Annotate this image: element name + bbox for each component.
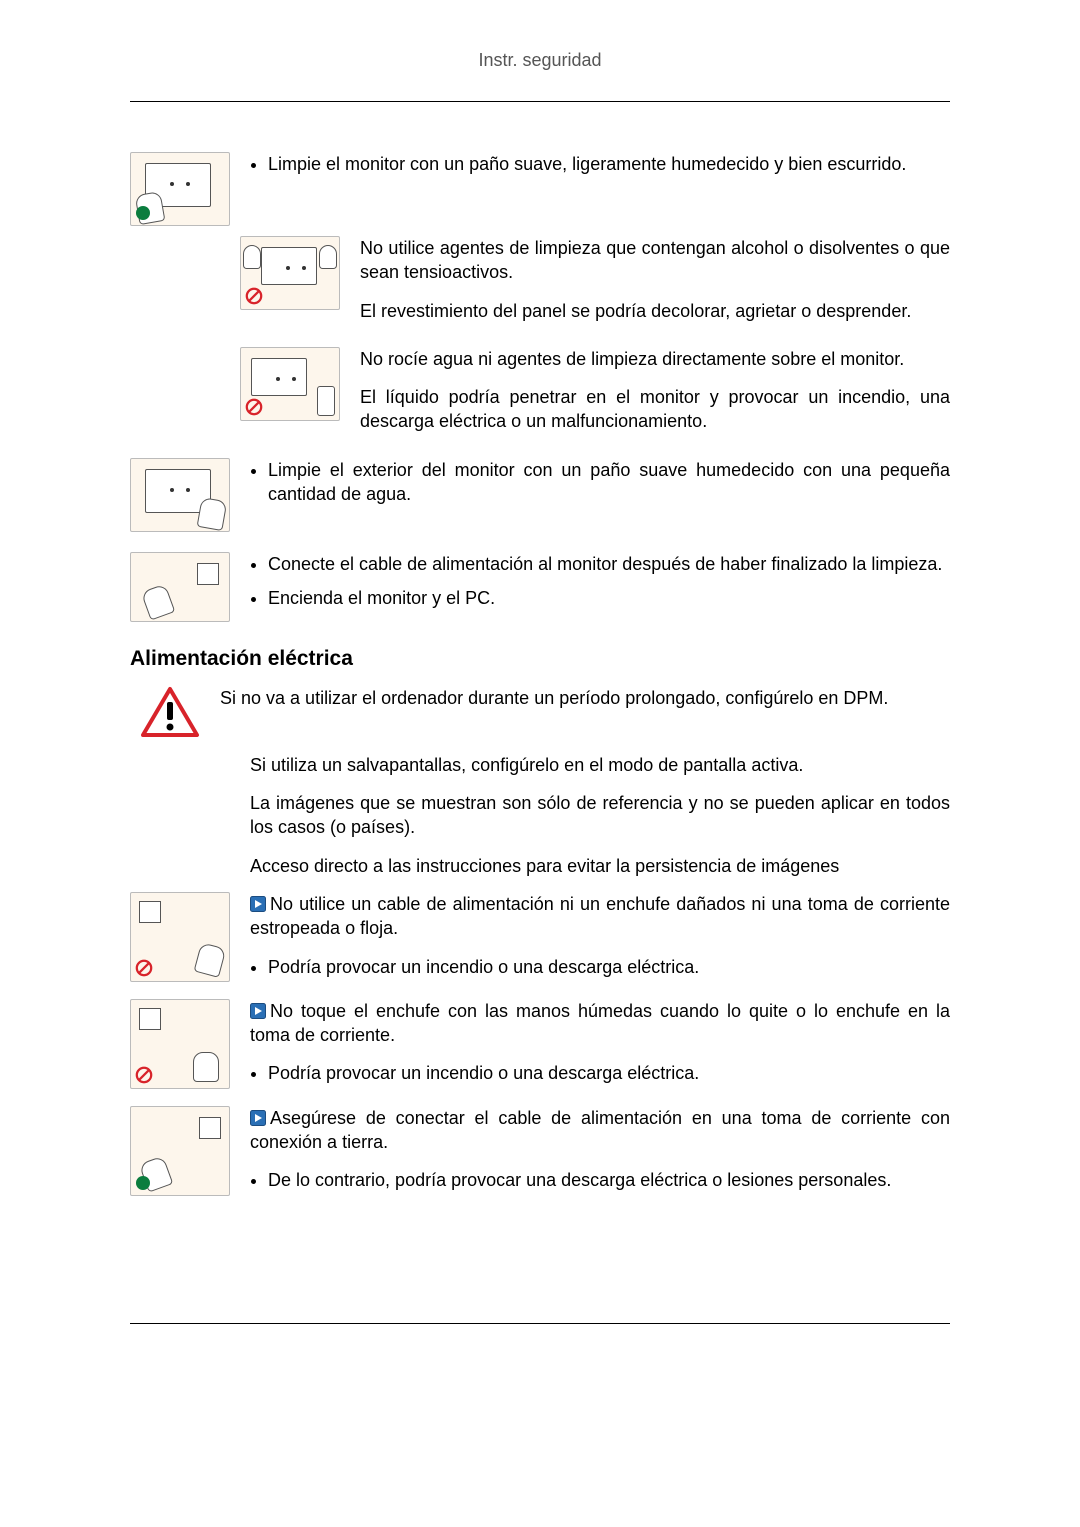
text-dpm: Si no va a utilizar el ordenador durante… (220, 686, 950, 710)
text-damaged-cable: No utilice un cable de alimentación ni u… (250, 894, 950, 938)
text-no-spray: No rocíe agua ni agentes de limpieza dir… (360, 347, 950, 371)
play-icon (250, 1110, 266, 1126)
bullet-turn-on: Encienda el monitor y el PC. (268, 586, 950, 610)
text-shortcut-persistence: Acceso directo a las instrucciones para … (250, 854, 950, 878)
bullet-clean-exterior: Limpie el exterior del monitor con un pa… (268, 458, 950, 507)
prohibit-icon (135, 1066, 153, 1084)
info-icon (136, 206, 150, 220)
header-divider (130, 101, 950, 102)
bullet-fire-shock-1: Podría provocar un incendio o una descar… (268, 955, 950, 979)
page-header-title: Instr. seguridad (130, 50, 950, 71)
illustration-no-spray (240, 347, 350, 421)
text-wet-hands: No toque el enchufe con las manos húmeda… (250, 1001, 950, 1045)
illustration-connect-power (130, 552, 240, 622)
illustration-no-alcohol (240, 236, 350, 310)
illustration-damaged-cable (130, 892, 240, 982)
illustration-clean-cloth (130, 152, 240, 226)
text-screensaver: Si utiliza un salvapantallas, configúrel… (250, 753, 950, 777)
section-title-power: Alimentación eléctrica (130, 647, 950, 671)
illustration-clean-exterior (130, 458, 240, 532)
text-liquid-risk: El líquido podría penetrar en el monitor… (360, 385, 950, 434)
prohibit-icon (135, 959, 153, 977)
prohibit-icon (245, 398, 263, 416)
warning-triangle-icon (130, 686, 210, 743)
text-reference-images: La imágenes que se muestran son sólo de … (250, 791, 950, 840)
play-icon (250, 1003, 266, 1019)
bullet-shock-injury: De lo contrario, podría provocar una des… (268, 1168, 950, 1192)
bullet-connect-power: Conecte el cable de alimentación al moni… (268, 552, 950, 576)
bullet-clean-cloth: Limpie el monitor con un paño suave, lig… (268, 152, 950, 176)
illustration-wet-hands (130, 999, 240, 1089)
text-no-alcohol: No utilice agentes de limpieza que conte… (360, 236, 950, 285)
footer-divider (130, 1323, 950, 1324)
illustration-grounded-outlet (130, 1106, 240, 1196)
prohibit-icon (245, 287, 263, 305)
bullet-fire-shock-2: Podría provocar un incendio o una descar… (268, 1061, 950, 1085)
text-grounded: Asegúrese de conectar el cable de alimen… (250, 1108, 950, 1152)
info-icon (136, 1176, 150, 1190)
text-panel-damage: El revestimiento del panel se podría dec… (360, 299, 950, 323)
play-icon (250, 896, 266, 912)
